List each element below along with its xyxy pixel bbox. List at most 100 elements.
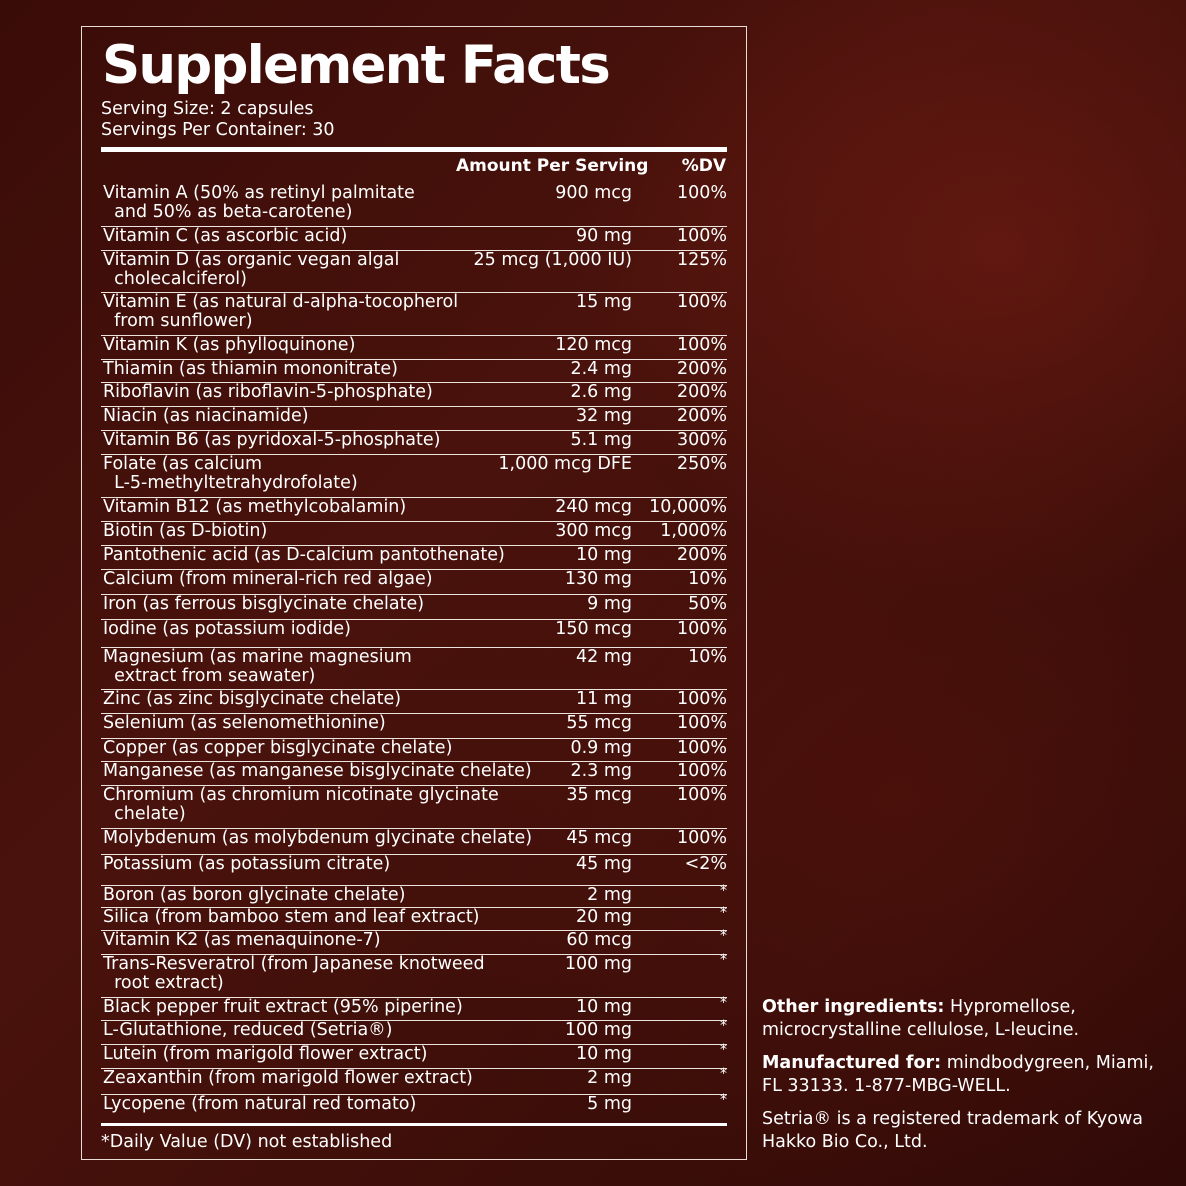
nutrient-dv: 100% bbox=[676, 226, 727, 246]
nutrient-dv: 100% bbox=[676, 292, 727, 312]
dv-column-header: %DV bbox=[681, 156, 726, 176]
nutrient-name: Vitamin C (as ascorbic acid) bbox=[103, 226, 348, 246]
nutrient-amount: 5 mg bbox=[587, 1094, 632, 1114]
table-row: Potassium (as potassium citrate) 45 mg <2% bbox=[101, 855, 727, 886]
top-thick-rule bbox=[101, 147, 727, 152]
panel-title: Supplement Facts bbox=[102, 35, 611, 96]
table-row: Niacin (as niacinamide) 32 mg 200% bbox=[101, 407, 727, 431]
nutrient-dv: 10% bbox=[688, 569, 727, 589]
nutrient-name: Vitamin E (as natural d-alpha-tocopherol… bbox=[103, 292, 459, 331]
nutrient-amount: 1,000 mcg DFE bbox=[498, 454, 632, 474]
nutrient-dv: 100% bbox=[676, 828, 727, 848]
nutrient-amount: 15 mg bbox=[576, 292, 632, 312]
manufactured-for-label: Manufactured for: bbox=[762, 1053, 942, 1073]
nutrient-name: Iron (as ferrous bisglycinate chelate) bbox=[103, 594, 425, 614]
nutrient-amount: 900 mcg bbox=[555, 183, 632, 203]
nutrient-name: Potassium (as potassium citrate) bbox=[103, 854, 391, 874]
nutrient-dv: * bbox=[720, 905, 727, 921]
nutrient-dv: 200% bbox=[676, 359, 727, 379]
table-row: Vitamin D (as organic vegan algal cholec… bbox=[101, 251, 727, 293]
table-row: Calcium (from mineral-rich red algae) 130… bbox=[101, 570, 727, 595]
nutrient-name: Trans-Resveratrol (from Japanese knotwee… bbox=[103, 954, 485, 993]
nutrient-dv: * bbox=[720, 952, 727, 968]
nutrient-name: Biotin (as D-biotin) bbox=[103, 521, 268, 541]
table-row: Silica (from bamboo stem and leaf extrac… bbox=[101, 905, 727, 931]
table-row: Vitamin B6 (as pyridoxal-5-phosphate) 5.1… bbox=[101, 431, 727, 455]
table-row: Iodine (as potassium iodide) 150 mcg 100% bbox=[101, 620, 727, 648]
nutrient-amount: 25 mcg (1,000 IU) bbox=[473, 250, 632, 270]
nutrient-name: Lycopene (from natural red tomato) bbox=[103, 1094, 417, 1114]
nutrient-dv: 100% bbox=[676, 738, 727, 758]
table-row: Pantothenic acid (as D-calcium pantothen… bbox=[101, 546, 727, 570]
nutrient-name: Selenium (as selenomethionine) bbox=[103, 713, 386, 733]
nutrient-name: Manganese (as manganese bisglycinate che… bbox=[103, 761, 532, 781]
nutrient-dv: 100% bbox=[676, 689, 727, 709]
nutrient-amount: 150 mcg bbox=[555, 619, 632, 639]
nutrient-name: Vitamin K2 (as menaquinone-7) bbox=[103, 930, 381, 950]
nutrient-name: Vitamin B12 (as methylcobalamin) bbox=[103, 497, 407, 517]
nutrient-amount: 2.4 mg bbox=[570, 359, 632, 379]
table-row: Zeaxanthin (from marigold flower extract… bbox=[101, 1066, 727, 1095]
table-row: Vitamin E (as natural d-alpha-tocopherol… bbox=[101, 293, 727, 336]
nutrient-amount: 45 mg bbox=[576, 854, 632, 874]
nutrient-amount: 35 mcg bbox=[566, 785, 632, 805]
nutrient-name: L-Glutathione, reduced (Setria®) bbox=[103, 1020, 393, 1040]
nutrient-name: Chromium (as chromium nicotinate glycina… bbox=[103, 785, 499, 824]
table-row: Vitamin K2 (as menaquinone-7) 60 mcg * bbox=[101, 928, 727, 955]
nutrient-dv: 50% bbox=[688, 594, 727, 614]
nutrient-amount: 0.9 mg bbox=[570, 738, 632, 758]
nutrient-dv: 10% bbox=[688, 647, 727, 667]
nutrient-name: Black pepper fruit extract (95% piperine… bbox=[103, 997, 463, 1017]
nutrient-amount: 130 mg bbox=[564, 569, 632, 589]
nutrient-dv: 300% bbox=[676, 430, 727, 450]
nutrient-name: Lutein (from marigold flower extract) bbox=[103, 1044, 428, 1064]
nutrient-name: Iodine (as potassium iodide) bbox=[103, 619, 351, 639]
nutrient-name: Niacin (as niacinamide) bbox=[103, 406, 309, 426]
nutrient-dv: * bbox=[720, 1018, 727, 1034]
other-ingredients-text: Hypromellose, microcrystalline cellulose… bbox=[762, 997, 1080, 1040]
nutrient-dv: 200% bbox=[676, 382, 727, 402]
other-ingredients: Other ingredients: Hypromellose, microcr… bbox=[762, 996, 1162, 1042]
nutrient-amount: 240 mcg bbox=[555, 497, 632, 517]
nutrient-dv: * bbox=[720, 1092, 727, 1108]
other-ingredients-label: Other ingredients: bbox=[762, 997, 945, 1017]
nutrient-amount: 10 mg bbox=[576, 545, 632, 565]
nutrient-dv: * bbox=[720, 1042, 727, 1058]
manufactured-for-text: mindbodygreen, Miami, FL 33133. 1-877-MB… bbox=[762, 1053, 1154, 1096]
table-row: Vitamin K (as phylloquinone) 120 mcg 100% bbox=[101, 336, 727, 360]
nutrient-amount: 45 mcg bbox=[566, 828, 632, 848]
nutrient-amount: 20 mg bbox=[576, 907, 632, 927]
table-row: Selenium (as selenomethionine) 55 mcg 100% bbox=[101, 714, 727, 739]
table-row: Boron (as boron glycinate chelate) 2 mg * bbox=[101, 883, 727, 908]
bottom-thick-rule bbox=[101, 1123, 727, 1126]
table-row: Riboflavin (as riboflavin-5-phosphate) 2.… bbox=[101, 383, 727, 407]
table-row: Vitamin A (50% as retinyl palmitate and … bbox=[101, 184, 727, 227]
nutrient-amount: 32 mg bbox=[576, 406, 632, 426]
nutrient-name: Magnesium (as marine magnesium extract f… bbox=[103, 647, 412, 686]
nutrient-amount: 120 mcg bbox=[555, 335, 632, 355]
nutrient-name: Thiamin (as thiamin mononitrate) bbox=[103, 359, 399, 379]
serving-size: Serving Size: 2 capsules bbox=[101, 99, 314, 119]
nutrient-dv: 100% bbox=[676, 713, 727, 733]
nutrient-amount: 2.3 mg bbox=[570, 761, 632, 781]
nutrient-amount: 42 mg bbox=[576, 647, 632, 667]
manufactured-for: Manufactured for: mindbodygreen, Miami, … bbox=[762, 1052, 1162, 1098]
nutrient-amount: 100 mg bbox=[564, 1020, 632, 1040]
servings-per-container: Servings Per Container: 30 bbox=[101, 120, 335, 140]
nutrient-dv: 1,000% bbox=[660, 521, 727, 541]
dv-footnote: *Daily Value (DV) not established bbox=[101, 1132, 393, 1152]
table-row: Iron (as ferrous bisglycinate chelate) 9 … bbox=[101, 595, 727, 620]
table-row: Lycopene (from natural red tomato) 5 mg * bbox=[101, 1092, 727, 1123]
nutrient-amount: 300 mcg bbox=[555, 521, 632, 541]
table-row: Copper (as copper bisglycinate chelate) 0… bbox=[101, 739, 727, 762]
nutrient-name: Vitamin B6 (as pyridoxal-5-phosphate) bbox=[103, 430, 441, 450]
table-row: Vitamin C (as ascorbic acid) 90 mg 100% bbox=[101, 227, 727, 251]
nutrient-dv: * bbox=[720, 928, 727, 944]
nutrient-name: Boron (as boron glycinate chelate) bbox=[103, 885, 406, 905]
table-row: Manganese (as manganese bisglycinate che… bbox=[101, 762, 727, 786]
nutrient-amount: 90 mg bbox=[576, 226, 632, 246]
table-row: Zinc (as zinc bisglycinate chelate) 11 mg… bbox=[101, 690, 727, 714]
nutrient-dv: * bbox=[720, 1066, 727, 1082]
nutrient-name: Copper (as copper bisglycinate chelate) bbox=[103, 738, 453, 758]
nutrient-amount: 100 mg bbox=[564, 954, 632, 974]
